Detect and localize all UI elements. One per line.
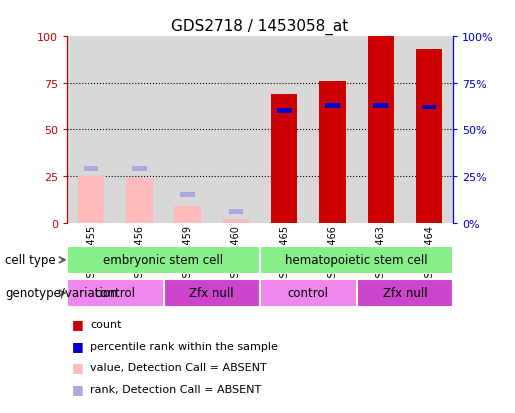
Text: percentile rank within the sample: percentile rank within the sample — [90, 341, 278, 351]
Bar — [180, 193, 195, 197]
Bar — [422, 105, 436, 110]
Text: control: control — [95, 287, 136, 300]
Bar — [356, 37, 405, 223]
Bar — [356, 279, 453, 307]
Bar — [84, 167, 98, 171]
Bar — [416, 50, 442, 223]
Text: ■: ■ — [72, 382, 84, 395]
Text: cell type: cell type — [5, 254, 56, 267]
Bar — [319, 82, 346, 223]
Text: Zfx null: Zfx null — [190, 287, 234, 300]
Text: value, Detection Call = ABSENT: value, Detection Call = ABSENT — [90, 362, 267, 372]
Bar — [163, 279, 260, 307]
Bar — [260, 279, 356, 307]
Title: GDS2718 / 1453058_at: GDS2718 / 1453058_at — [171, 18, 349, 34]
Bar — [175, 206, 201, 223]
Bar — [222, 219, 249, 223]
Text: ■: ■ — [72, 361, 84, 374]
Text: genotype/variation: genotype/variation — [5, 287, 117, 300]
Bar — [308, 37, 356, 223]
Bar — [405, 37, 453, 223]
Bar — [260, 246, 453, 274]
Bar — [163, 37, 212, 223]
Text: ■: ■ — [72, 339, 84, 352]
Text: hematopoietic stem cell: hematopoietic stem cell — [285, 254, 428, 267]
Bar — [373, 104, 388, 108]
Text: embryonic stem cell: embryonic stem cell — [104, 254, 224, 267]
Bar — [115, 37, 163, 223]
Bar — [126, 178, 152, 223]
Bar — [132, 167, 147, 171]
Text: control: control — [288, 287, 329, 300]
Bar — [368, 37, 394, 223]
Bar — [78, 177, 105, 223]
Bar — [67, 37, 115, 223]
Text: count: count — [90, 319, 122, 329]
Bar — [229, 209, 243, 214]
Bar — [277, 109, 291, 114]
Bar — [271, 95, 298, 223]
Bar — [212, 37, 260, 223]
Bar — [67, 246, 260, 274]
Text: rank, Detection Call = ABSENT: rank, Detection Call = ABSENT — [90, 384, 262, 394]
Bar — [67, 279, 163, 307]
Text: Zfx null: Zfx null — [383, 287, 427, 300]
Bar — [260, 37, 308, 223]
Bar — [325, 104, 340, 108]
Text: ■: ■ — [72, 318, 84, 331]
